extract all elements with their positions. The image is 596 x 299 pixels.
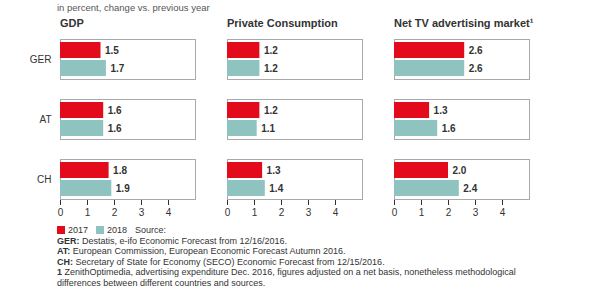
html-text:Source:: Source: (135, 225, 167, 235)
html-text:Net TV advertising market¹: Net TV advertising market¹ (394, 17, 534, 29)
svg-text:1.2: 1.2 (264, 45, 278, 56)
svg-text:0: 0 (225, 207, 231, 218)
svg-text:2.4: 2.4 (463, 183, 477, 194)
svg-text:4: 4 (333, 207, 339, 218)
svg-text:1.4: 1.4 (269, 183, 283, 194)
html-text:GER: Destatis, e-ifo Economic: GER: Destatis, e-ifo Economic Forecast f… (57, 236, 288, 246)
svg-text:CH: CH (37, 174, 51, 185)
svg-text:GER: GER (30, 54, 52, 65)
html-text:2018: 2018 (107, 225, 128, 235)
svg-text:2.0: 2.0 (453, 165, 467, 176)
svg-text:3: 3 (473, 207, 479, 218)
html-text:CH: Secretary of State for Eco: CH: Secretary of State for Economy (SECO… (57, 256, 385, 267)
svg-text:AT: AT (39, 114, 51, 125)
html-text:GDP: GDP (60, 17, 84, 29)
svg-text:1.8: 1.8 (113, 165, 127, 176)
svg-text:3: 3 (306, 207, 312, 218)
svg-text:1.6: 1.6 (108, 105, 122, 116)
svg-text:2.6: 2.6 (469, 45, 483, 56)
svg-text:1: 1 (252, 207, 258, 218)
svg-text:3: 3 (139, 207, 145, 218)
html-text:in percent, change vs. previou: in percent, change vs. previous year (57, 2, 210, 13)
svg-text:2.6: 2.6 (469, 63, 483, 74)
svg-text:4: 4 (166, 207, 172, 218)
svg-text:1.3: 1.3 (434, 105, 448, 116)
svg-text:1.1: 1.1 (261, 123, 275, 134)
svg-text:2: 2 (446, 207, 452, 218)
svg-text:0: 0 (392, 207, 398, 218)
svg-text:1: 1 (85, 207, 91, 218)
html-text:1 ZenithOptimedia, advertising: 1 ZenithOptimedia, advertising expenditu… (57, 267, 516, 288)
svg-text:1.3: 1.3 (267, 165, 281, 176)
svg-text:1.6: 1.6 (108, 123, 122, 134)
svg-text:2: 2 (279, 207, 285, 218)
html-text:2017: 2017 (68, 225, 88, 235)
html-text:Private Consumption: Private Consumption (227, 17, 338, 29)
html-text:AT: European Commission, Europ: AT: European Commission, European Econom… (57, 246, 346, 257)
svg-text:1: 1 (419, 207, 425, 218)
svg-text:2: 2 (112, 207, 118, 218)
svg-text:4: 4 (500, 207, 506, 218)
svg-text:1.2: 1.2 (264, 63, 278, 74)
svg-text:1.7: 1.7 (110, 63, 124, 74)
svg-text:1.9: 1.9 (116, 183, 130, 194)
svg-text:0: 0 (58, 207, 64, 218)
svg-text:1.5: 1.5 (105, 45, 119, 56)
svg-text:1.6: 1.6 (442, 123, 456, 134)
svg-text:1.2: 1.2 (264, 105, 278, 116)
